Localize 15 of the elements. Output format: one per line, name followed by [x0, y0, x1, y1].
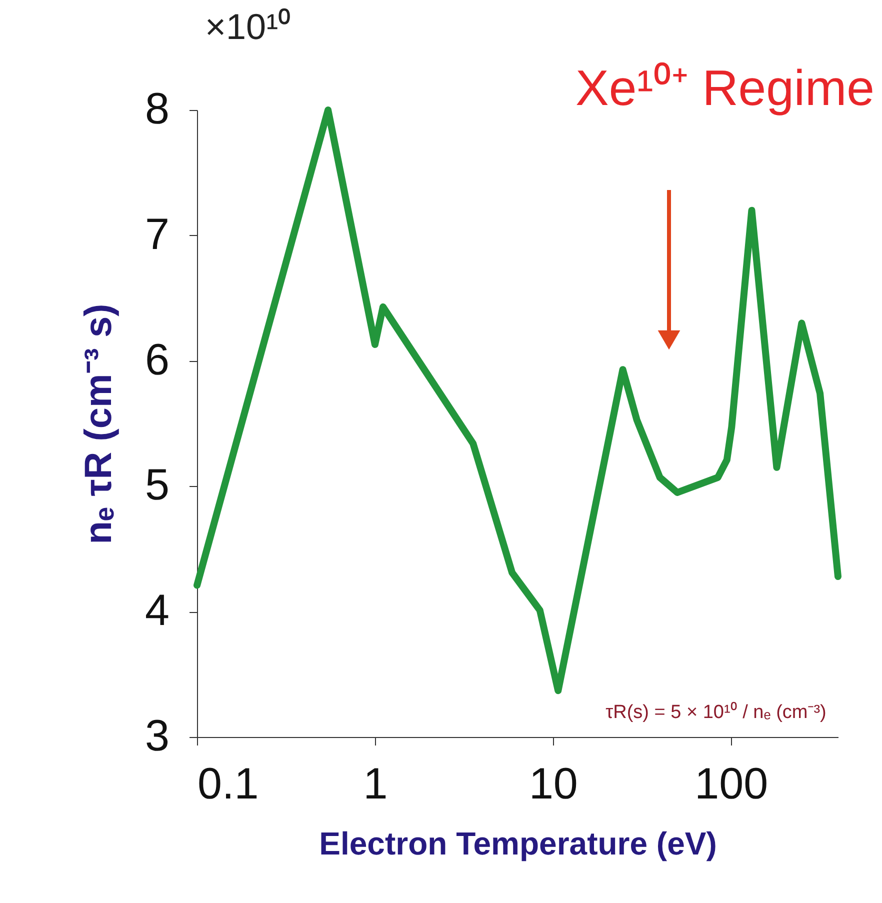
x-tick-label: 10 [528, 760, 578, 808]
y-axis-title: nₑ τR (cm⁻³ s) [78, 304, 120, 544]
y-tick-label: 6 [145, 335, 170, 384]
x-tick-label: 1 [363, 760, 388, 808]
annotation: Xe¹⁰⁺ Regime [576, 60, 874, 116]
y-tick-label: 7 [145, 210, 170, 259]
x-tick-label: 100 [694, 760, 768, 808]
y-tick-label: 5 [145, 460, 170, 510]
x-tick-label: 0.1 [198, 760, 259, 808]
y-tick-label: 4 [145, 586, 170, 636]
annotation: τR(s) = 5 × 10¹⁰ / nₑ (cm⁻³) [606, 701, 826, 723]
y-tick-label: 3 [145, 712, 170, 760]
text: ×10¹⁰ [205, 6, 292, 47]
x-axis-title: Electron Temperature (eV) [319, 826, 717, 862]
y-tick-label: 8 [145, 84, 170, 134]
